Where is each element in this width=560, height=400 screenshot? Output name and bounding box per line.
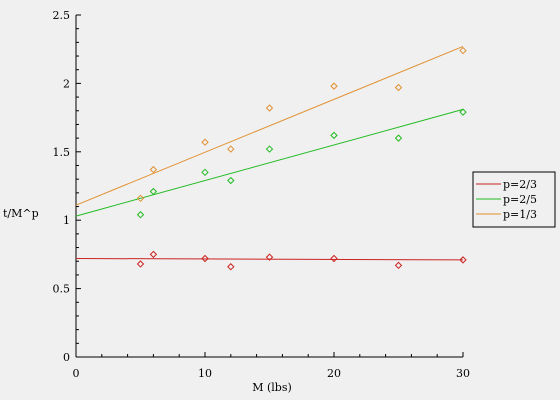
fit-line <box>75 108 464 217</box>
y-tick-label: 2.5 <box>53 9 71 22</box>
legend-entry: p=1/3 <box>503 208 537 221</box>
y-axis-label: t/M^p <box>3 207 39 220</box>
y-tick-label: 0.5 <box>53 283 71 296</box>
ticks: 0 0.5 1 1.5 2 2.5 0 10 20 30 <box>53 9 471 380</box>
data-point <box>459 46 467 55</box>
data-point <box>149 250 158 259</box>
axes <box>75 15 463 358</box>
data-point <box>136 260 145 268</box>
y-tick-label: 2 <box>63 77 70 90</box>
data-point <box>136 211 145 219</box>
data-point <box>136 194 145 203</box>
data-point <box>394 83 403 92</box>
x-axis-label: M (lbs) <box>252 381 292 394</box>
fit-line <box>75 258 464 261</box>
data-point <box>201 138 209 146</box>
data-point <box>149 165 158 174</box>
data-point <box>201 168 209 177</box>
y-tick-label: 1 <box>63 214 70 227</box>
data-point <box>265 253 274 261</box>
x-tick-label: 0 <box>73 367 80 380</box>
data-point <box>330 254 338 263</box>
data-point <box>227 176 235 185</box>
legend-entry: p=2/5 <box>503 193 537 206</box>
data-point <box>394 134 403 142</box>
x-tick-label: 10 <box>198 367 212 380</box>
data-point <box>227 145 235 153</box>
series-3 <box>75 46 467 206</box>
series-layer <box>75 46 467 271</box>
y-tick-label: 1.5 <box>53 146 71 159</box>
x-tick-label: 20 <box>327 367 341 380</box>
series-2 <box>75 108 467 219</box>
x-tick-label: 30 <box>456 367 470 380</box>
data-point <box>227 263 235 271</box>
data-point <box>459 108 467 116</box>
y-tick-label: 0 <box>63 351 70 364</box>
data-point <box>330 82 338 90</box>
data-point <box>201 254 209 263</box>
legend: p=2/3 p=2/5 p=1/3 <box>472 171 556 228</box>
data-point <box>330 131 338 140</box>
legend-entry: p=2/3 <box>503 178 537 191</box>
data-point <box>459 256 467 264</box>
data-point <box>149 187 158 196</box>
fit-line <box>75 46 464 206</box>
data-point <box>265 145 274 153</box>
data-point <box>394 261 403 270</box>
series-1 <box>75 250 467 271</box>
data-point <box>265 104 274 112</box>
